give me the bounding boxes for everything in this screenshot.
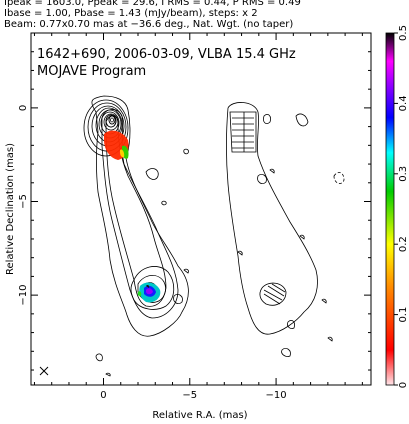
y-axis-label: Relative Declination (mas): [5, 143, 16, 275]
colorbar-tick-label: 0.5: [398, 25, 409, 41]
chart-subtitle: MOJAVE Program: [37, 64, 146, 79]
colorbar-tick-label: 0.1: [398, 307, 409, 323]
header-line-2: Ibase = 1.00, Pbase = 1.43 (mJy/beam), s…: [4, 8, 258, 19]
knot-contour-outer: [130, 266, 175, 310]
y-tick-label: −5: [18, 194, 29, 209]
colorbar-ticks: 0 0.1 0.2 0.3 0.4 0.5: [394, 25, 409, 388]
y-ticks: 0 −5 −10: [18, 51, 371, 371]
outer-contour: [91, 95, 189, 337]
colorbar-tick-label: 0.3: [398, 166, 409, 182]
header-line-1: Ipeak = 1603.0, Ppeak = 29.6, I RMS = 0.…: [4, 0, 301, 8]
intensity-contours: [83, 95, 189, 377]
beam-marker: [39, 366, 49, 376]
colorbar-tick-label: 0.4: [398, 95, 409, 111]
header-line-3: Beam: 0.77x0.70 mas at −36.6 deg., Nat. …: [4, 19, 294, 30]
color-overlay: [104, 130, 161, 303]
x-ticks: 0 −5 −10: [33, 33, 363, 401]
x-tick-label: 0: [100, 390, 106, 401]
y-tick-label: −10: [18, 285, 29, 306]
x-tick-label: −10: [266, 390, 287, 401]
polarization-contours: [226, 102, 345, 357]
plot-frame: [30, 32, 372, 386]
x-tick-label: −5: [182, 390, 197, 401]
chart-title: 1642+690, 2006-03-09, VLBA 15.4 GHz: [37, 47, 296, 62]
colorbar-tick-label: 0: [398, 382, 409, 388]
colorbar-tick-label: 0.2: [398, 236, 409, 252]
colorbar: [385, 32, 395, 386]
pol-knot-hatching: [263, 283, 286, 305]
y-tick-label: 0: [18, 105, 29, 111]
x-axis-label: Relative R.A. (mas): [152, 410, 247, 421]
pol-core-hatching: [232, 112, 254, 152]
